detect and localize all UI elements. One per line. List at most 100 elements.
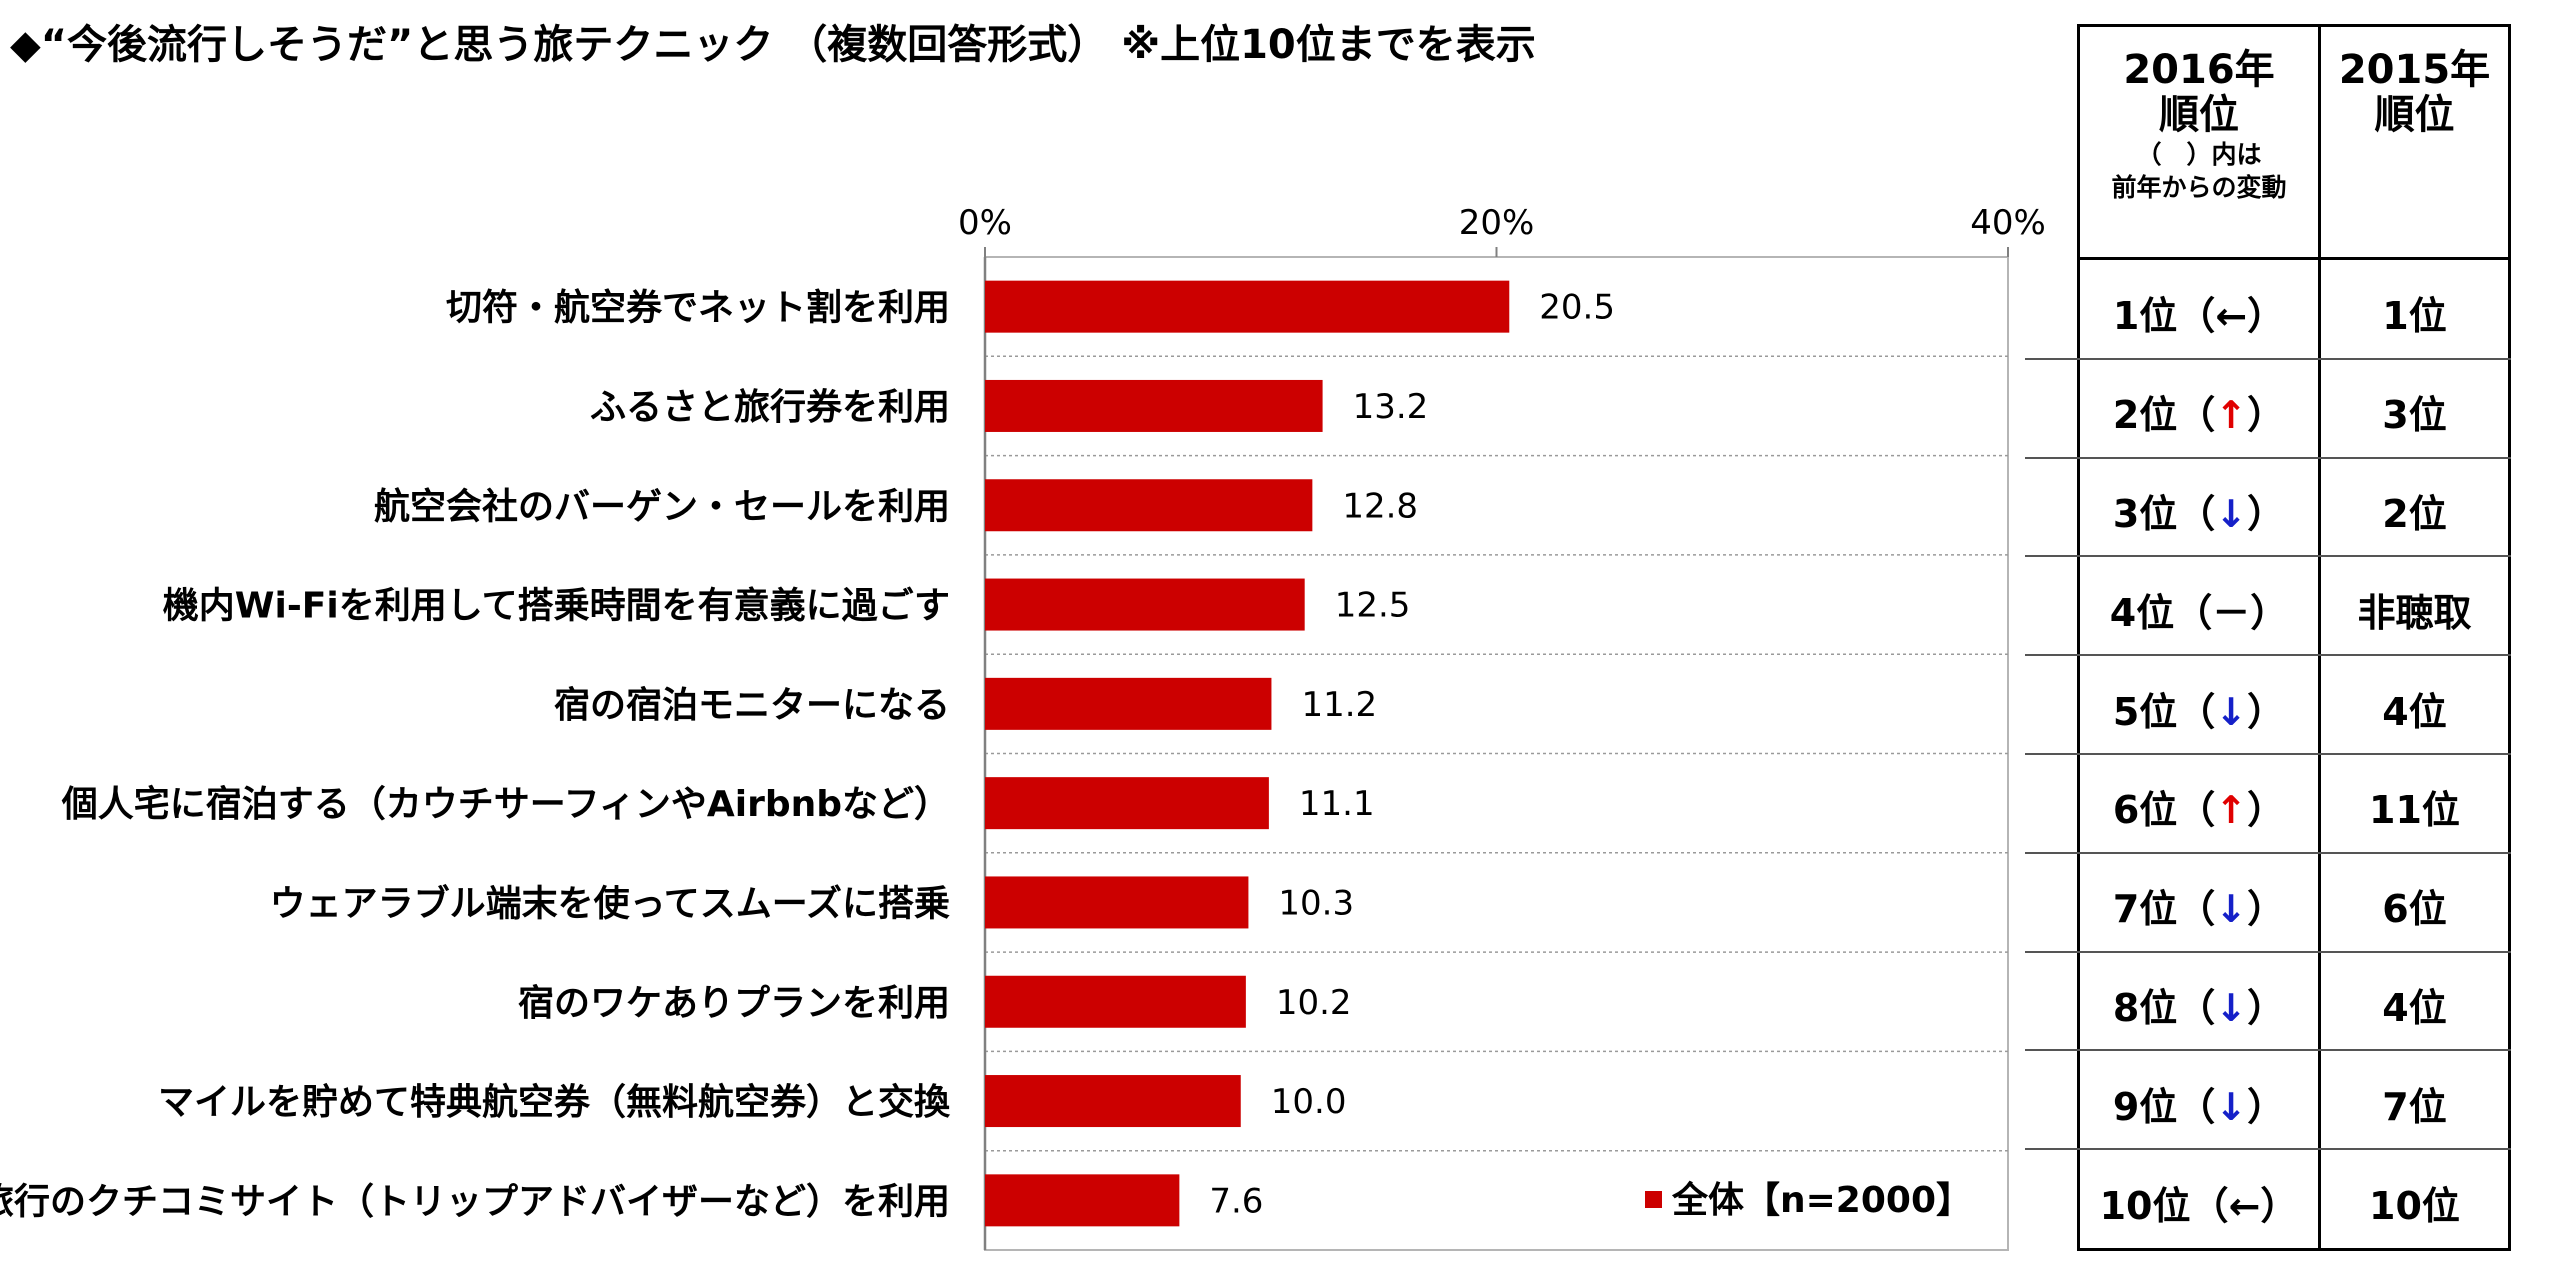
rank-row-divider	[2025, 456, 2511, 459]
rank-2016-cell: 9位（↓）	[2080, 1076, 2318, 1131]
bar	[985, 677, 1272, 730]
rank-change-marker: －	[2212, 590, 2251, 635]
bar	[985, 777, 1269, 830]
bar	[985, 379, 1323, 432]
paren-open: （	[2177, 689, 2216, 734]
rank-table	[2077, 24, 2511, 1251]
legend-label: 全体【n=2000】	[1671, 1179, 1972, 1221]
header-2016-rank-label: 順位	[2159, 91, 2239, 138]
paren-open: （	[2190, 1183, 2229, 1228]
rank-2016-cell: 8位（↓）	[2080, 977, 2318, 1032]
rank-change-down-arrow-icon: ↓	[2215, 986, 2248, 1030]
category-label: 航空会社のバーゲン・セールを利用	[374, 485, 950, 527]
data-label: 12.5	[1335, 586, 1411, 626]
bar-chart: 0% 20% 40% 切符・航空券でネット割を利用 20.5 ふるさと旅行券を利用 13.2…	[0, 203, 2046, 1251]
rank-2016-cell: 1位（←）	[2080, 285, 2318, 340]
rank-2016-value: 9位	[2112, 1084, 2178, 1129]
paren-open: （	[2174, 590, 2213, 635]
x-tick-label: 40%	[1970, 203, 2046, 243]
rank-2016-cell: 2位（↑）	[2080, 384, 2318, 439]
rank-2016-value: 10位	[2099, 1183, 2191, 1228]
header-2015-rank: 2015年 順位	[2321, 48, 2508, 138]
data-label: 11.1	[1299, 784, 1375, 824]
rank-2015-cell: 3位	[2382, 393, 2447, 438]
rank-2015-cell: 6位	[2382, 887, 2447, 932]
rank-2016-value: 3位	[2112, 492, 2178, 536]
rank-row-divider	[2025, 851, 2511, 854]
category-label: マイルを貯めて特典航空券（無料航空券）と交換	[158, 1081, 951, 1123]
data-label: 11.2	[1301, 685, 1377, 725]
rank-change-marker: ←	[2228, 1183, 2261, 1228]
header-2016-year: 2016年	[2123, 47, 2275, 93]
paren-close: ）	[2247, 492, 2286, 536]
rank-2015-cell: 1位	[2382, 294, 2447, 339]
paren-open: （	[2177, 393, 2216, 438]
paren-open: （	[2177, 492, 2216, 536]
rank-2016-value: 2位	[2112, 393, 2178, 438]
rank-2016-value: 7位	[2112, 887, 2178, 932]
category-label: 機内Wi-Fiを利用して搭乗時間を有意義に過ごす	[163, 586, 950, 627]
rank-change-up-arrow-icon: ↑	[2215, 393, 2248, 438]
rank-2015-cell: 4位	[2382, 689, 2447, 734]
paren-close: ）	[2247, 689, 2286, 734]
rank-2016-value: 1位	[2112, 294, 2178, 339]
rank-2015-cell: 7位	[2382, 1084, 2447, 1129]
paren-open: （	[2177, 986, 2216, 1030]
data-label: 7.6	[1209, 1181, 1263, 1221]
paren-close: ）	[2247, 1084, 2286, 1129]
paren-close: ）	[2247, 393, 2286, 438]
paren-close: ）	[2247, 986, 2286, 1030]
rank-2016-cell: 10位（←）	[2080, 1175, 2318, 1230]
bar	[985, 876, 1249, 929]
rank-2016-value: 5位	[2112, 689, 2178, 734]
rank-2016-cell: 6位（↑）	[2080, 779, 2318, 834]
rank-change-up-arrow-icon: ↑	[2215, 788, 2248, 833]
rank-2015-cell: 4位	[2382, 986, 2447, 1030]
paren-close: ）	[2247, 788, 2286, 833]
category-label: 宿の宿泊モニターになる	[554, 685, 950, 726]
data-label: 10.0	[1271, 1082, 1347, 1122]
rank-change-down-arrow-icon: ↓	[2215, 492, 2248, 536]
rank-2015-cell: 10位	[2369, 1183, 2460, 1228]
rank-2015-cell: 非聴取	[2357, 590, 2472, 635]
rank-2016-value: 4位	[2109, 590, 2175, 635]
rank-row-divider	[2025, 1148, 2511, 1151]
category-label: ウェアラブル端末を使ってスムーズに搭乗	[270, 882, 950, 924]
bar	[985, 280, 1510, 333]
rank-row-divider	[2025, 1049, 2511, 1052]
paren-open: （	[2177, 887, 2216, 932]
rank-2015-cell: 11位	[2369, 788, 2460, 833]
rank-2016-value: 8位	[2112, 986, 2178, 1030]
header-2016-note-1: （ ）内は	[2136, 139, 2262, 169]
bar	[985, 975, 1246, 1028]
data-label: 10.3	[1278, 883, 1354, 923]
rank-2016-value: 6位	[2112, 788, 2178, 833]
x-tick-label: 20%	[1459, 203, 1535, 243]
rank-row-divider	[2025, 753, 2511, 755]
header-2015-rank-label: 順位	[2374, 91, 2455, 138]
bar	[985, 1174, 1180, 1227]
data-label: 12.8	[1342, 486, 1418, 526]
rank-2015-cell: 2位	[2382, 492, 2447, 536]
rank-2016-cell: 3位（↓）	[2080, 483, 2318, 538]
bar	[985, 1075, 1241, 1128]
rank-change-down-arrow-icon: ↓	[2215, 887, 2248, 932]
category-label: 切符・航空券でネット割を利用	[446, 287, 950, 329]
paren-close: ）	[2247, 887, 2286, 932]
rank-2016-cell: 7位（↓）	[2080, 878, 2318, 933]
rank-2016-cell: 4位（－）	[2080, 582, 2318, 637]
bar	[985, 479, 1313, 532]
category-label: 個人宅に宿泊する（カウチサーフィンやAirbnbなど）	[61, 783, 950, 825]
rank-change-marker: ←	[2215, 294, 2248, 339]
header-2015-year: 2015年	[2338, 47, 2491, 93]
legend-swatch	[1645, 1191, 1662, 1208]
header-2016-note-2: 前年からの変動	[2111, 173, 2287, 203]
rank-row-divider	[2025, 654, 2511, 657]
x-tick-label: 0%	[958, 203, 1012, 243]
paren-open: （	[2177, 294, 2216, 339]
chart-title: ◆“今後流行しそうだ”と思う旅テクニック （複数回答形式） ※上位10位までを表…	[10, 22, 1536, 68]
paren-close: ）	[2247, 294, 2286, 339]
data-label: 13.2	[1353, 387, 1429, 427]
data-label: 20.5	[1539, 288, 1615, 328]
paren-close: ）	[2250, 590, 2289, 635]
